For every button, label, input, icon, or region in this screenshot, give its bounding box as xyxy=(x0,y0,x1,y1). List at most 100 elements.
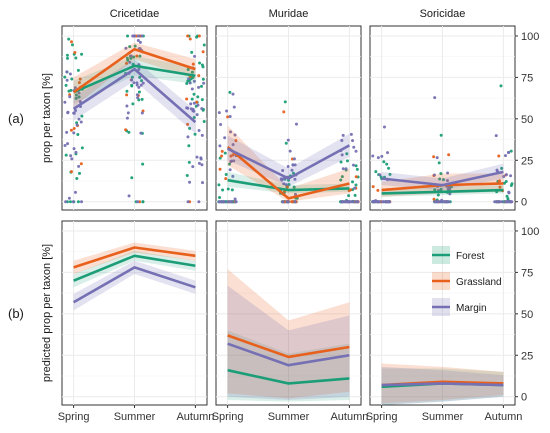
data-point-forest xyxy=(78,171,82,175)
data-point-margin xyxy=(340,153,344,157)
data-point-margin xyxy=(507,191,511,195)
data-point-margin xyxy=(293,200,297,204)
data-point-forest xyxy=(130,84,134,88)
data-point-margin xyxy=(129,54,133,58)
data-point-margin xyxy=(505,200,509,204)
data-point-margin xyxy=(218,200,222,204)
data-point-margin xyxy=(192,101,196,105)
data-point-margin xyxy=(75,123,79,127)
data-point-forest xyxy=(65,53,69,57)
data-point-forest xyxy=(70,43,74,47)
legend-label-margin: Margin xyxy=(456,303,487,314)
data-point-forest xyxy=(292,185,296,189)
data-point-forest xyxy=(185,173,189,177)
data-point-forest xyxy=(202,120,206,124)
data-point-margin xyxy=(188,180,192,184)
data-point-forest xyxy=(196,95,200,99)
data-point-margin xyxy=(233,133,237,137)
data-point-forest xyxy=(77,95,81,99)
series-line-forest xyxy=(73,254,196,282)
data-point-grassland xyxy=(73,51,77,55)
data-point-margin xyxy=(69,154,73,158)
data-point-margin xyxy=(140,34,144,38)
data-point-forest xyxy=(505,194,509,198)
ci-ribbon-margin xyxy=(73,59,196,134)
data-point-forest xyxy=(187,160,191,164)
data-point-forest xyxy=(200,63,204,67)
data-point-margin xyxy=(135,83,139,87)
data-point-margin xyxy=(445,179,449,183)
data-point-margin xyxy=(77,164,81,168)
panel-plot-area xyxy=(370,221,515,405)
data-point-margin xyxy=(128,60,132,64)
y-tick-label: 0 xyxy=(521,197,527,209)
data-point-margin xyxy=(387,200,391,204)
ci-ribbon-forest xyxy=(73,55,196,104)
data-point-grassland xyxy=(498,185,502,189)
data-point-grassland xyxy=(226,115,230,119)
row-tag-b: (b) xyxy=(8,306,24,321)
data-point-margin xyxy=(186,200,190,204)
data-point-margin xyxy=(494,134,498,138)
data-point-margin xyxy=(72,147,76,151)
data-point-margin xyxy=(228,168,232,172)
data-point-margin xyxy=(223,136,227,140)
data-point-margin xyxy=(72,131,76,135)
data-point-margin xyxy=(291,163,295,167)
data-point-margin xyxy=(225,109,229,113)
data-point-margin xyxy=(376,156,380,160)
data-point-margin xyxy=(433,200,437,204)
data-point-margin xyxy=(135,93,139,97)
data-point-margin xyxy=(124,46,128,50)
data-point-margin xyxy=(79,120,83,124)
data-point-grassland xyxy=(286,185,290,189)
data-point-forest xyxy=(509,184,513,188)
data-point-forest xyxy=(67,37,71,41)
data-point-forest xyxy=(202,43,206,47)
data-point-forest xyxy=(354,164,358,168)
data-point-forest xyxy=(130,176,134,180)
data-point-margin xyxy=(294,122,298,126)
data-point-grassland xyxy=(186,34,190,38)
data-point-margin xyxy=(139,83,143,87)
data-point-margin xyxy=(187,77,191,81)
ci-ribbon-forest xyxy=(381,368,504,405)
data-point-grassland xyxy=(188,37,192,41)
data-point-forest xyxy=(284,141,288,145)
data-point-margin xyxy=(137,67,141,71)
data-point-forest xyxy=(132,55,136,59)
data-point-margin xyxy=(510,200,514,204)
data-point-margin xyxy=(228,114,232,118)
series-line-forest xyxy=(381,188,504,195)
x-tick-label: Spring xyxy=(366,411,398,423)
data-point-margin xyxy=(65,130,69,134)
data-point-forest xyxy=(138,54,142,58)
series-line-grassland xyxy=(226,146,350,200)
data-point-margin xyxy=(493,200,497,204)
data-point-margin xyxy=(432,173,436,177)
facet-label-muridae: Muridae xyxy=(269,8,309,20)
data-point-forest xyxy=(141,162,145,166)
data-point-forest xyxy=(131,102,135,106)
panel-plot-area xyxy=(62,26,207,210)
data-point-margin xyxy=(341,167,345,171)
data-point-forest xyxy=(387,166,391,170)
data-point-margin xyxy=(281,168,285,172)
x-tick-label: Spring xyxy=(58,411,90,423)
data-point-forest xyxy=(76,133,80,137)
panel-plot-area xyxy=(370,26,515,210)
data-point-margin xyxy=(68,95,72,99)
data-point-margin xyxy=(196,103,200,107)
data-point-margin xyxy=(219,123,223,127)
y-tick-label: 50 xyxy=(521,114,533,126)
data-point-forest xyxy=(353,193,357,197)
data-point-grassland xyxy=(195,100,199,104)
data-point-grassland xyxy=(234,139,238,143)
data-point-margin xyxy=(197,128,201,132)
y-tick-label: 75 xyxy=(521,267,533,279)
ci-ribbon-margin xyxy=(73,260,196,311)
data-point-margin xyxy=(136,38,140,42)
legend-label-grassland: Grassland xyxy=(456,277,502,288)
data-point-margin xyxy=(495,168,499,172)
data-point-margin xyxy=(497,200,501,204)
